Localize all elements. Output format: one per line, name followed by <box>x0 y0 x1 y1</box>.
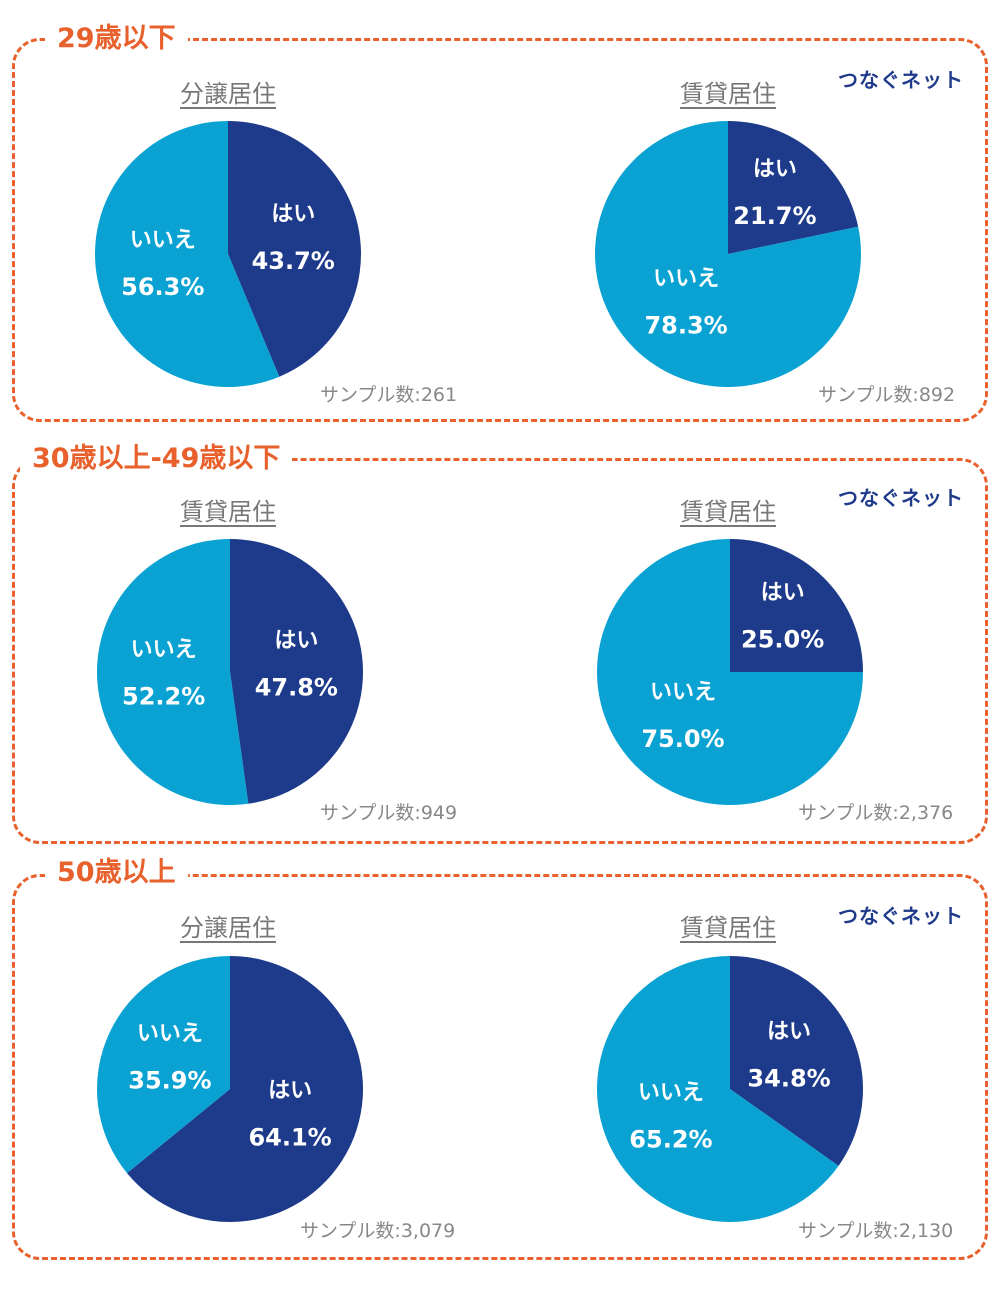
data-label-yes: 43.7% <box>252 247 335 275</box>
brand-logo: つなぐネット <box>838 68 964 92</box>
data-label-yes: 64.1% <box>248 1124 331 1152</box>
chart-title-left: 賃貸居住 <box>180 498 276 526</box>
slice-label-yes: はい <box>271 202 315 227</box>
group-frame <box>12 38 988 422</box>
sample-count: サンプル数:949 <box>320 802 458 824</box>
slice-yes <box>730 539 863 672</box>
data-label-no: 52.2% <box>122 683 205 711</box>
group-30-to-49: 30歳以上-49歳以下 つなぐネット 賃貸居住 賃貸居住 はい 47.8% いいえ 5… <box>0 430 1000 850</box>
group-29-and-under: 29歳以下 つなぐネット 分譲居住 賃貸居住 はい 43.7% いいえ 56.3% は… <box>0 0 1000 430</box>
slice-label-no: いいえ <box>131 638 197 663</box>
data-label-no: 65.2% <box>629 1126 712 1154</box>
data-label-no: 78.3% <box>644 312 727 340</box>
data-label-yes: 25.0% <box>741 625 824 653</box>
data-label-yes: 47.8% <box>255 673 338 701</box>
slice-yes <box>228 121 362 377</box>
pie-chart: はい 25.0% いいえ 75.0% <box>597 539 863 805</box>
slice-no <box>97 539 249 805</box>
brand-logo: つなぐネット <box>838 904 964 928</box>
chart-title-left: 分譲居住 <box>180 80 276 108</box>
pie-chart: はい 21.7% いいえ 78.3% <box>595 121 861 387</box>
sample-count: サンプル数:261 <box>320 384 458 406</box>
group-title: 29歳以下 <box>45 22 188 56</box>
slice-yes <box>728 121 859 254</box>
brand-logo: つなぐネット <box>838 486 964 510</box>
sample-count: サンプル数:3,079 <box>300 1220 456 1242</box>
data-label-yes: 21.7% <box>733 202 816 230</box>
chart-title-right: 賃貸居住 <box>680 80 776 108</box>
group-50-and-over: 50歳以上 つなぐネット 分譲居住 賃貸居住 はい 64.1% いいえ 35.9% は… <box>0 850 1000 1280</box>
pie-chart: はい 34.8% いいえ 65.2% <box>597 956 863 1222</box>
chart-title-left: 分譲居住 <box>180 914 276 942</box>
sample-count: サンプル数:2,130 <box>798 1220 954 1242</box>
group-title: 50歳以上 <box>45 856 188 890</box>
data-label-yes: 34.8% <box>747 1064 830 1092</box>
slice-label-no: いいえ <box>130 228 196 253</box>
sample-count: サンプル数:892 <box>818 384 956 406</box>
chart-title-right: 賃貸居住 <box>680 914 776 942</box>
slice-yes <box>126 956 363 1222</box>
slice-no <box>595 121 861 387</box>
slice-label-no: いいえ <box>653 267 719 292</box>
slice-no <box>95 121 280 387</box>
slice-label-yes: はい <box>753 157 797 182</box>
slice-label-yes: はい <box>767 1019 811 1044</box>
slice-label-no: いいえ <box>650 680 716 705</box>
data-label-no: 75.0% <box>641 725 724 753</box>
slice-label-yes: はい <box>274 628 318 653</box>
data-label-no: 56.3% <box>121 273 204 301</box>
slice-no <box>96 956 230 1174</box>
slice-yes <box>730 956 863 1166</box>
slice-yes <box>230 539 364 804</box>
slice-no <box>597 956 839 1222</box>
pie-chart: はい 43.7% いいえ 56.3% <box>95 121 362 387</box>
slice-no <box>597 539 863 805</box>
slice-label-yes: はい <box>761 580 805 605</box>
chart-title-right: 賃貸居住 <box>680 498 776 526</box>
pie-chart: はい 47.8% いいえ 52.2% <box>97 539 364 805</box>
slice-label-no: いいえ <box>638 1081 704 1106</box>
group-frame <box>12 458 988 844</box>
group-frame <box>12 874 988 1260</box>
group-title: 30歳以上-49歳以下 <box>20 442 293 476</box>
slice-label-yes: はい <box>268 1079 312 1104</box>
slice-label-no: いいえ <box>137 1021 203 1046</box>
pie-chart: はい 64.1% いいえ 35.9% <box>96 956 363 1222</box>
data-label-no: 35.9% <box>128 1066 211 1094</box>
sample-count: サンプル数:2,376 <box>798 802 954 824</box>
